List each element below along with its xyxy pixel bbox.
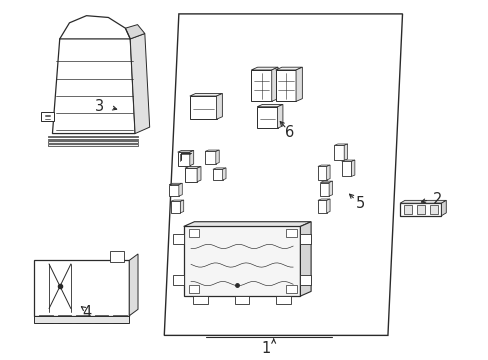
Polygon shape <box>47 141 137 143</box>
Polygon shape <box>170 202 180 213</box>
Polygon shape <box>179 183 182 196</box>
Polygon shape <box>34 316 129 323</box>
Polygon shape <box>326 199 329 213</box>
Text: 5: 5 <box>355 196 364 211</box>
Polygon shape <box>317 165 329 166</box>
Polygon shape <box>326 165 329 180</box>
Polygon shape <box>130 33 149 134</box>
Text: 6: 6 <box>284 125 293 140</box>
Polygon shape <box>271 67 278 102</box>
Polygon shape <box>403 205 411 213</box>
Polygon shape <box>320 181 332 183</box>
Polygon shape <box>341 161 351 176</box>
Polygon shape <box>183 226 300 296</box>
Polygon shape <box>328 181 332 196</box>
Polygon shape <box>204 150 219 152</box>
Polygon shape <box>251 70 271 102</box>
Polygon shape <box>441 201 446 216</box>
Polygon shape <box>189 94 222 96</box>
Polygon shape <box>215 150 219 164</box>
Polygon shape <box>95 315 108 323</box>
Polygon shape <box>76 315 90 323</box>
Polygon shape <box>285 229 296 237</box>
Polygon shape <box>173 234 183 244</box>
Polygon shape <box>39 315 53 323</box>
Polygon shape <box>47 136 137 138</box>
Text: 1: 1 <box>261 341 270 356</box>
Polygon shape <box>276 296 290 304</box>
Polygon shape <box>341 160 354 161</box>
Polygon shape <box>189 96 216 119</box>
Polygon shape <box>47 144 137 146</box>
Polygon shape <box>216 94 222 119</box>
Polygon shape <box>47 139 137 140</box>
Polygon shape <box>125 24 144 39</box>
Polygon shape <box>188 229 199 237</box>
Text: 3: 3 <box>95 99 104 114</box>
Polygon shape <box>300 275 310 285</box>
Polygon shape <box>58 315 71 323</box>
Polygon shape <box>222 168 225 180</box>
Polygon shape <box>188 285 199 293</box>
Polygon shape <box>169 185 179 196</box>
Polygon shape <box>257 104 283 107</box>
Polygon shape <box>285 285 296 293</box>
Polygon shape <box>184 168 197 182</box>
Polygon shape <box>300 222 310 296</box>
Polygon shape <box>334 145 344 160</box>
Polygon shape <box>177 152 189 166</box>
Polygon shape <box>275 67 302 70</box>
Polygon shape <box>334 144 347 145</box>
Polygon shape <box>52 39 135 134</box>
Polygon shape <box>113 315 126 323</box>
Polygon shape <box>416 205 424 213</box>
Polygon shape <box>277 104 283 128</box>
Text: 2: 2 <box>432 192 441 207</box>
Polygon shape <box>180 200 183 213</box>
Polygon shape <box>193 296 207 304</box>
Polygon shape <box>317 166 326 180</box>
Polygon shape <box>300 234 310 244</box>
Polygon shape <box>170 200 183 202</box>
Polygon shape <box>320 183 328 196</box>
Polygon shape <box>317 199 329 201</box>
Polygon shape <box>189 150 193 166</box>
Polygon shape <box>212 168 225 169</box>
Polygon shape <box>257 107 277 128</box>
Polygon shape <box>275 70 295 102</box>
Polygon shape <box>234 296 249 304</box>
Polygon shape <box>169 183 182 185</box>
Polygon shape <box>110 251 124 262</box>
Polygon shape <box>399 201 446 203</box>
Polygon shape <box>351 160 354 176</box>
Polygon shape <box>251 67 278 70</box>
Polygon shape <box>34 260 129 316</box>
Polygon shape <box>197 166 201 182</box>
Polygon shape <box>204 152 215 164</box>
Polygon shape <box>317 201 326 213</box>
Polygon shape <box>177 150 193 152</box>
Polygon shape <box>429 205 437 213</box>
Polygon shape <box>399 203 441 216</box>
Polygon shape <box>295 67 302 102</box>
Polygon shape <box>184 166 201 168</box>
Polygon shape <box>41 112 54 121</box>
Polygon shape <box>344 144 347 160</box>
Polygon shape <box>173 275 183 285</box>
Text: 4: 4 <box>81 305 91 320</box>
Polygon shape <box>164 14 402 336</box>
Polygon shape <box>212 169 222 180</box>
Polygon shape <box>183 222 310 226</box>
Polygon shape <box>129 254 138 316</box>
